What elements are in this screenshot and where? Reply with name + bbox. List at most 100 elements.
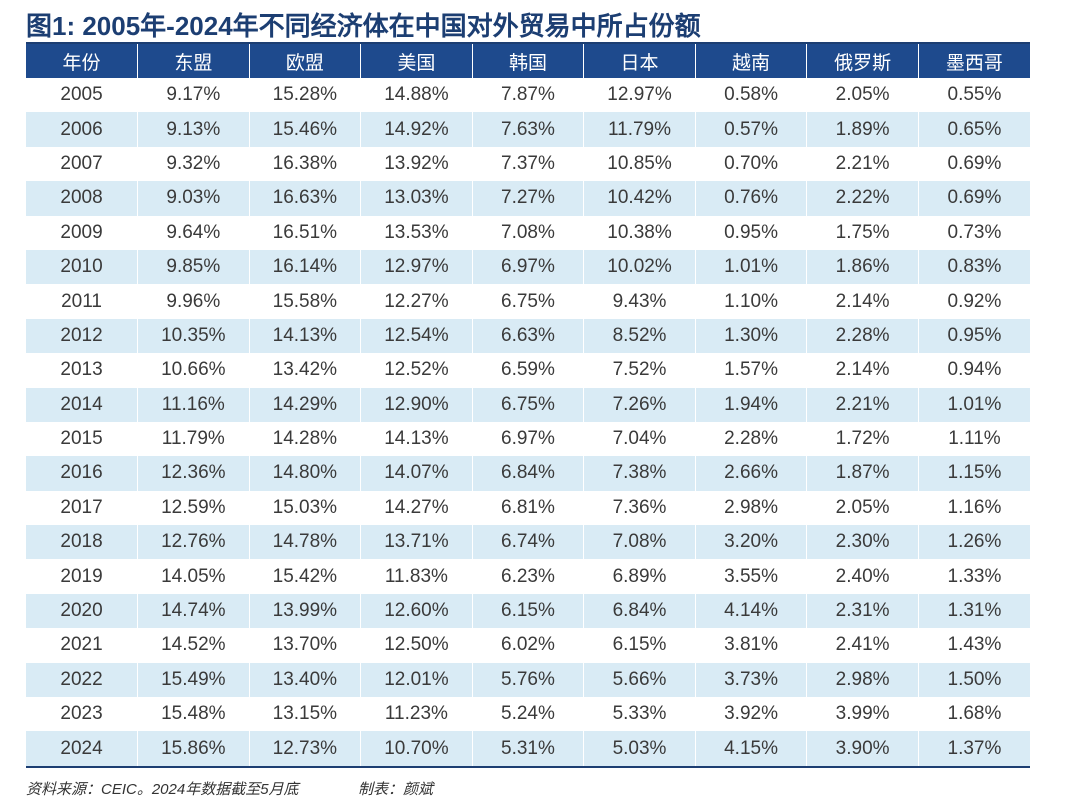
cell-eu: 16.38%	[249, 146, 362, 182]
cell-vietnam: 3.73%	[695, 662, 808, 698]
cell-russia: 2.22%	[806, 181, 919, 216]
cell-russia: 2.05%	[806, 78, 919, 113]
cell-korea: 6.97%	[472, 421, 585, 457]
cell-asean: 14.05%	[137, 559, 250, 594]
cell-eu: 13.40%	[249, 662, 362, 698]
cell-korea: 6.75%	[472, 387, 585, 422]
cell-japan: 10.02%	[583, 249, 696, 285]
cell-mexico: 0.95%	[918, 318, 1030, 354]
cell-vietnam: 4.15%	[695, 731, 808, 768]
cell-year: 2019	[26, 559, 139, 594]
cell-japan: 7.52%	[583, 353, 696, 388]
cell-japan: 5.03%	[583, 731, 696, 768]
cell-korea: 6.15%	[472, 593, 585, 629]
table-row: 2017 12.59% 15.03% 14.27% 6.81% 7.36% 2.98% 2.0…	[26, 490, 1030, 526]
cell-eu: 15.03%	[249, 490, 362, 526]
cell-year: 2008	[26, 181, 139, 216]
table-row: 2014 11.16% 14.29% 12.90% 6.75% 7.26% 1.94% 2.2…	[26, 387, 1030, 422]
cell-asean: 10.66%	[137, 353, 250, 388]
cell-korea: 7.37%	[472, 146, 585, 182]
cell-vietnam: 0.95%	[695, 215, 808, 250]
column-header-vietnam: 越南	[695, 44, 808, 78]
cell-year: 2010	[26, 249, 139, 285]
cell-mexico: 0.65%	[918, 112, 1030, 147]
cell-asean: 9.85%	[137, 249, 250, 285]
cell-mexico: 0.55%	[918, 78, 1030, 113]
cell-asean: 9.96%	[137, 284, 250, 319]
cell-eu: 13.99%	[249, 593, 362, 629]
table-row: 2008 9.03% 16.63% 13.03% 7.27% 10.42% 0.76% 2.2…	[26, 181, 1030, 216]
cell-japan: 10.85%	[583, 146, 696, 182]
cell-asean: 10.35%	[137, 318, 250, 354]
column-header-russia: 俄罗斯	[806, 44, 919, 78]
cell-korea: 6.97%	[472, 249, 585, 285]
cell-japan: 7.38%	[583, 456, 696, 491]
table-row: 2015 11.79% 14.28% 14.13% 6.97% 7.04% 2.28% 1.7…	[26, 421, 1030, 457]
cell-asean: 15.49%	[137, 662, 250, 698]
cell-asean: 9.32%	[137, 146, 250, 182]
cell-japan: 6.84%	[583, 593, 696, 629]
cell-vietnam: 3.81%	[695, 628, 808, 663]
cell-mexico: 1.26%	[918, 525, 1030, 560]
cell-usa: 10.70%	[360, 731, 473, 768]
cell-usa: 14.13%	[360, 421, 473, 457]
cell-mexico: 0.69%	[918, 146, 1030, 182]
cell-korea: 7.27%	[472, 181, 585, 216]
cell-asean: 12.59%	[137, 490, 250, 526]
cell-russia: 3.90%	[806, 731, 919, 768]
cell-asean: 11.16%	[137, 387, 250, 422]
cell-usa: 11.83%	[360, 559, 473, 594]
cell-asean: 9.64%	[137, 215, 250, 250]
chart-title: 图1: 2005年-2024年不同经济体在中国对外贸易中所占份额	[26, 11, 701, 41]
cell-japan: 11.79%	[583, 112, 696, 147]
cell-eu: 12.73%	[249, 731, 362, 768]
cell-russia: 2.41%	[806, 628, 919, 663]
cell-asean: 11.79%	[137, 421, 250, 457]
cell-japan: 12.97%	[583, 78, 696, 113]
cell-eu: 16.63%	[249, 181, 362, 216]
cell-vietnam: 1.10%	[695, 284, 808, 319]
table-row: 2007 9.32% 16.38% 13.92% 7.37% 10.85% 0.70% 2.2…	[26, 146, 1030, 182]
cell-year: 2005	[26, 78, 139, 113]
title-divider	[26, 42, 1030, 44]
cell-mexico: 1.37%	[918, 731, 1030, 768]
header-row: 年份 东盟 欧盟 美国 韩国 日本 越南 俄罗斯 墨西哥	[26, 44, 1030, 78]
column-header-japan: 日本	[583, 44, 696, 78]
cell-russia: 2.98%	[806, 662, 919, 698]
cell-japan: 8.52%	[583, 318, 696, 354]
cell-vietnam: 3.20%	[695, 525, 808, 560]
cell-vietnam: 2.66%	[695, 456, 808, 491]
column-header-asean: 东盟	[137, 44, 250, 78]
cell-asean: 15.86%	[137, 731, 250, 768]
cell-mexico: 1.43%	[918, 628, 1030, 663]
cell-korea: 6.23%	[472, 559, 585, 594]
cell-eu: 13.42%	[249, 353, 362, 388]
cell-russia: 2.21%	[806, 387, 919, 422]
cell-russia: 1.87%	[806, 456, 919, 491]
cell-asean: 9.17%	[137, 78, 250, 113]
cell-japan: 10.42%	[583, 181, 696, 216]
cell-year: 2009	[26, 215, 139, 250]
cell-asean: 12.76%	[137, 525, 250, 560]
cell-year: 2017	[26, 490, 139, 526]
table-row: 2022 15.49% 13.40% 12.01% 5.76% 5.66% 3.73% 2.9…	[26, 662, 1030, 698]
table-row: 2006 9.13% 15.46% 14.92% 7.63% 11.79% 0.57% 1.8…	[26, 112, 1030, 147]
cell-usa: 13.53%	[360, 215, 473, 250]
cell-korea: 7.63%	[472, 112, 585, 147]
cell-japan: 9.43%	[583, 284, 696, 319]
cell-asean: 12.36%	[137, 456, 250, 491]
cell-russia: 1.75%	[806, 215, 919, 250]
cell-usa: 12.50%	[360, 628, 473, 663]
cell-eu: 13.15%	[249, 697, 362, 732]
cell-vietnam: 0.58%	[695, 78, 808, 113]
cell-korea: 6.74%	[472, 525, 585, 560]
cell-vietnam: 1.57%	[695, 353, 808, 388]
cell-mexico: 0.92%	[918, 284, 1030, 319]
cell-vietnam: 1.30%	[695, 318, 808, 354]
cell-korea: 6.02%	[472, 628, 585, 663]
cell-japan: 7.26%	[583, 387, 696, 422]
cell-vietnam: 4.14%	[695, 593, 808, 629]
cell-mexico: 0.94%	[918, 353, 1030, 388]
cell-japan: 6.15%	[583, 628, 696, 663]
table-row: 2011 9.96% 15.58% 12.27% 6.75% 9.43% 1.10% 2.14…	[26, 284, 1030, 319]
